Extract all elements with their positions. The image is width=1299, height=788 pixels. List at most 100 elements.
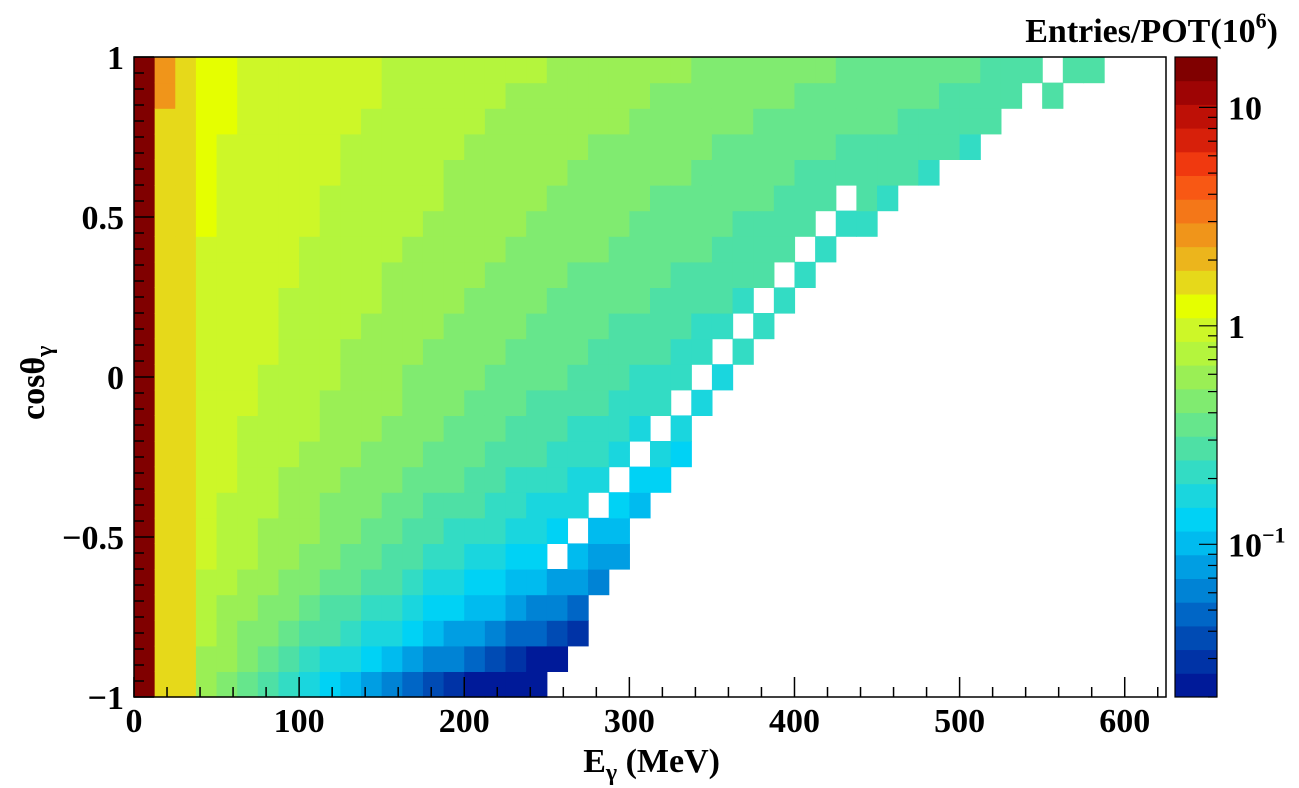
heatmap-cell [588, 389, 610, 416]
heatmap-cell [381, 287, 403, 314]
heatmap-cell [237, 466, 259, 493]
heatmap-cell [195, 594, 218, 621]
heatmap-cell [422, 261, 445, 288]
heatmap-cell [443, 108, 465, 135]
heatmap-cell [567, 620, 589, 647]
x-axis-title-unit: (MeV) [617, 743, 720, 780]
heatmap-cell [340, 620, 362, 647]
heatmap-cell [402, 261, 424, 288]
heatmap-cell [340, 313, 362, 340]
heatmap-cell [381, 133, 403, 160]
heatmap-cell [711, 82, 734, 109]
heatmap-cell [505, 185, 527, 212]
heatmap-cell [526, 338, 548, 365]
heatmap-cell [195, 645, 218, 672]
heatmap-cell [526, 185, 548, 212]
heatmap-cell [195, 159, 218, 186]
heatmap-cell [691, 338, 713, 365]
heatmap-cell [567, 313, 589, 340]
heatmap-cell [526, 543, 548, 570]
x-tick-label: 200 [439, 703, 490, 740]
heatmap-cell [856, 185, 878, 212]
heatmap-cell [856, 82, 878, 109]
heatmap-cell [794, 185, 816, 212]
heatmap-cell [464, 492, 486, 519]
colorbar-frame [1174, 56, 1218, 698]
heatmap-cell [381, 441, 403, 468]
heatmap-cell [175, 287, 197, 314]
heatmap-cell [505, 82, 527, 109]
heatmap-cell [815, 159, 837, 186]
heatmap-cell [299, 287, 321, 314]
heatmap-cell [154, 466, 176, 493]
heatmap-cell [443, 415, 465, 442]
heatmap-cell [257, 364, 280, 391]
heatmap-cell [526, 389, 548, 416]
heatmap-cell [154, 594, 176, 621]
heatmap-cell [175, 133, 197, 160]
heatmap-cell [278, 82, 300, 109]
heatmap-cell [154, 159, 176, 186]
heatmap-cell [381, 159, 403, 186]
colorbar-segment [1175, 246, 1217, 271]
heatmap-cell [1083, 57, 1105, 84]
heatmap-cell [381, 313, 403, 340]
heatmap-cell [711, 133, 734, 160]
heatmap-cell [505, 261, 527, 288]
heatmap-cell [154, 441, 176, 468]
heatmap-cell [216, 159, 238, 186]
heatmap-cell [319, 57, 341, 84]
heatmap-cell [959, 57, 981, 84]
heatmap-cell [257, 261, 280, 288]
heatmap-cell [381, 492, 403, 519]
heatmap-cell [422, 185, 445, 212]
heatmap-cell [216, 466, 238, 493]
heatmap-cell [546, 569, 569, 596]
heatmap-cell [567, 82, 589, 109]
heatmap-cell [505, 159, 527, 186]
heatmap-cell [484, 645, 507, 672]
heatmap-cell [216, 82, 238, 109]
heatmap-cell [361, 645, 383, 672]
heatmap-cell [257, 210, 280, 237]
heatmap-cell [319, 364, 341, 391]
heatmap-cell [856, 159, 878, 186]
heatmap-cell [980, 57, 1002, 84]
heatmap-cell [443, 57, 465, 84]
heatmap-cell [484, 389, 507, 416]
heatmap-cell [484, 82, 507, 109]
heatmap-cell [257, 466, 280, 493]
heatmap-cell [546, 441, 569, 468]
heatmap-cell [299, 57, 321, 84]
heatmap-cell [319, 133, 341, 160]
heatmap-cell [237, 671, 259, 698]
colorbar-tick-label: 10−1 [1228, 522, 1286, 564]
heatmap-cell [361, 287, 383, 314]
heatmap-cell [257, 57, 280, 84]
heatmap-cell [319, 620, 341, 647]
heatmap-cell [567, 569, 589, 596]
heatmap-cell [195, 287, 218, 314]
heatmap-cell [484, 620, 507, 647]
heatmap-cell [856, 210, 878, 237]
heatmap-cell [319, 441, 341, 468]
heatmap-cell [588, 210, 610, 237]
heatmap-cell [1000, 57, 1023, 84]
heatmap-cell [422, 645, 445, 672]
heatmap-cell [361, 364, 383, 391]
heatmap-cell [381, 543, 403, 570]
heatmap-cell [505, 620, 527, 647]
heatmap-cell [381, 338, 403, 365]
heatmap-cell [175, 236, 197, 263]
heatmap-cell [134, 569, 156, 596]
heatmap-cell [175, 594, 197, 621]
heatmap-cell [732, 133, 754, 160]
heatmap-cell [794, 210, 816, 237]
heatmap-cell [670, 415, 692, 442]
heatmap-cell [340, 492, 362, 519]
heatmap-cell [340, 57, 362, 84]
heatmap-cell [835, 108, 857, 135]
heatmap-cell [464, 594, 486, 621]
heatmap-cell [546, 389, 569, 416]
heatmap-cell [195, 517, 218, 544]
